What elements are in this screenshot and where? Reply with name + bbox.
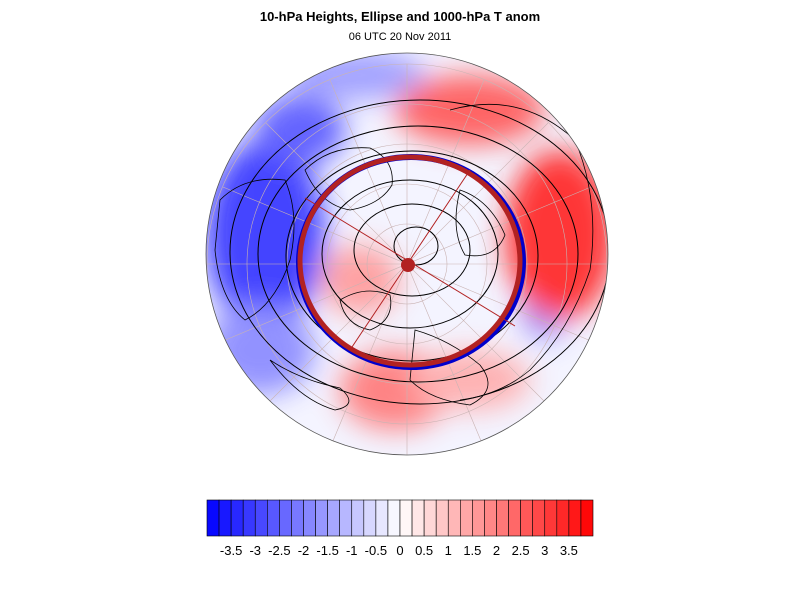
colorbar-box: [254, 499, 268, 537]
colorbar-tick-label: 1.5: [463, 543, 481, 558]
colorbar-box: [496, 499, 509, 537]
anomaly-cold-west: [206, 140, 325, 330]
colorbar-box: [206, 499, 220, 537]
chart-subtitle: 06 UTC 20 Nov 2011: [348, 31, 452, 43]
colorbar-box: [423, 499, 437, 537]
colorbar-tick-label: 2: [493, 543, 500, 558]
colorbar-box: [411, 499, 425, 537]
coastlines: [214, 103, 594, 411]
colorbar-tick-label: -0.5: [365, 543, 387, 558]
colorbar-box: [484, 499, 497, 537]
colorbar-tick-label: 2.5: [512, 543, 530, 558]
vortex-ellipse: [297, 154, 523, 368]
colorbar-box: [460, 499, 473, 537]
colorbar-tick-label: 0.5: [415, 543, 433, 558]
polar-map: [205, 52, 609, 456]
colorbar-box: [303, 499, 316, 537]
colorbar-tick-label: -2: [298, 543, 310, 558]
colorbar-labels: -3.5 -3 -2.5 -2 -1.5 -1 -0.5 0 0.5 1 1.5 2 2.5 3 3.5: [220, 543, 578, 558]
colorbar-box: [327, 499, 340, 537]
colorbar-tick-label: 1: [445, 543, 452, 558]
globe-outline: [205, 52, 609, 456]
colorbar-box: [291, 499, 304, 537]
colorbar-box: [568, 499, 582, 537]
ellipse-center-marker: [401, 258, 415, 272]
colorbar-box: [399, 499, 413, 537]
height-contours: [229, 99, 608, 405]
colorbar-box: [230, 499, 244, 537]
colorbar-tick-label: -2.5: [268, 543, 290, 558]
colorbar-box: [279, 499, 292, 537]
colorbar-box: [242, 499, 256, 537]
colorbar-tick-label: -1.5: [316, 543, 338, 558]
colorbar-box: [351, 499, 365, 537]
colorbar-box: [580, 499, 594, 537]
colorbar-tick-label: 3.5: [560, 543, 578, 558]
colorbar-box: [315, 499, 328, 537]
colorbar-box: [447, 499, 461, 537]
colorbar-box: [435, 499, 449, 537]
colorbar-tick-label: 3: [541, 543, 548, 558]
colorbar-box: [532, 499, 546, 537]
colorbar-box: [556, 499, 570, 537]
colorbar-tick-label: -3.5: [220, 543, 242, 558]
anomaly-cold-northwest: [255, 95, 345, 165]
anomaly-warm-center: [320, 245, 400, 315]
colorbar-tick-label: 0: [396, 543, 403, 558]
colorbar-tick-label: -3: [249, 543, 261, 558]
colorbar-box: [387, 499, 401, 537]
colorbar-box: [544, 499, 558, 537]
colorbar-box: [267, 499, 280, 537]
colorbar-box: [218, 499, 232, 537]
anomaly-warm-northeast: [395, 75, 545, 145]
colorbar-tick-label: -1: [346, 543, 358, 558]
colorbar-box: [339, 499, 353, 537]
chart-title: 10-hPa Heights, Ellipse and 1000-hPa T a…: [259, 9, 541, 24]
colorbar-box: [363, 499, 377, 537]
colorbar-box: [508, 499, 521, 537]
colorbar-boxes: [206, 499, 594, 537]
colorbar-box: [472, 499, 485, 537]
colorbar-box: [520, 499, 533, 537]
colorbar-box: [375, 499, 389, 537]
